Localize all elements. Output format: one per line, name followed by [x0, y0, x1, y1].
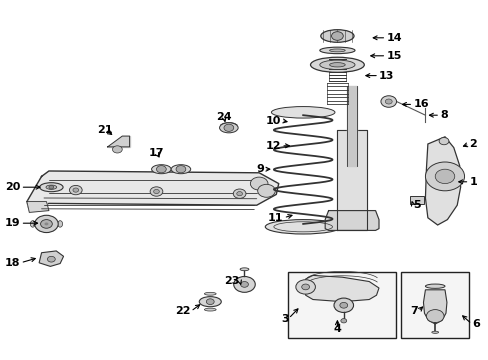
Text: 18: 18: [5, 258, 20, 268]
Polygon shape: [423, 290, 446, 324]
Circle shape: [153, 189, 159, 194]
Polygon shape: [325, 211, 378, 230]
Ellipse shape: [40, 183, 63, 192]
Ellipse shape: [58, 221, 62, 227]
Ellipse shape: [219, 123, 238, 133]
Polygon shape: [305, 275, 378, 302]
Circle shape: [340, 319, 346, 323]
Circle shape: [156, 166, 166, 173]
Text: 21: 21: [97, 125, 113, 135]
Text: 14: 14: [386, 33, 401, 43]
Text: 24: 24: [216, 112, 231, 122]
Circle shape: [44, 222, 48, 225]
Circle shape: [41, 220, 52, 228]
Polygon shape: [27, 171, 278, 211]
Text: 1: 1: [468, 177, 476, 187]
Polygon shape: [27, 202, 49, 212]
Circle shape: [333, 298, 353, 312]
Circle shape: [240, 282, 248, 287]
Polygon shape: [39, 251, 63, 266]
Circle shape: [73, 188, 79, 192]
Text: 11: 11: [267, 213, 283, 223]
Text: 10: 10: [265, 116, 281, 126]
Circle shape: [176, 166, 185, 173]
Polygon shape: [337, 130, 366, 230]
Ellipse shape: [319, 47, 354, 54]
Ellipse shape: [30, 221, 35, 227]
Circle shape: [438, 138, 448, 145]
Circle shape: [426, 310, 443, 323]
Circle shape: [47, 256, 55, 262]
Circle shape: [224, 124, 233, 131]
Text: 22: 22: [175, 306, 190, 316]
Circle shape: [49, 185, 54, 189]
Circle shape: [206, 299, 214, 305]
Text: 3: 3: [280, 314, 288, 324]
Circle shape: [331, 32, 343, 40]
Bar: [287, 272, 395, 338]
Text: 12: 12: [265, 141, 281, 151]
Circle shape: [295, 280, 315, 294]
Circle shape: [150, 187, 163, 196]
Circle shape: [112, 146, 122, 153]
Polygon shape: [346, 86, 356, 166]
Circle shape: [301, 284, 309, 290]
Ellipse shape: [151, 165, 171, 174]
Circle shape: [385, 99, 391, 104]
Text: 19: 19: [5, 218, 20, 228]
Ellipse shape: [319, 60, 354, 69]
Text: 6: 6: [471, 319, 479, 329]
Text: 17: 17: [148, 148, 164, 158]
Ellipse shape: [240, 268, 248, 271]
Ellipse shape: [204, 292, 216, 295]
Text: 15: 15: [386, 51, 401, 61]
Text: 2: 2: [468, 139, 476, 149]
Circle shape: [236, 192, 242, 196]
Ellipse shape: [425, 284, 444, 288]
Text: 4: 4: [333, 324, 341, 334]
Text: 5: 5: [412, 200, 420, 210]
Circle shape: [257, 184, 275, 197]
Ellipse shape: [199, 297, 221, 307]
Text: 16: 16: [412, 99, 428, 109]
Ellipse shape: [204, 308, 216, 311]
Text: 9: 9: [256, 164, 264, 174]
Circle shape: [35, 215, 58, 233]
Circle shape: [434, 169, 454, 184]
Ellipse shape: [329, 63, 345, 67]
Ellipse shape: [46, 185, 57, 189]
Ellipse shape: [310, 57, 364, 72]
Ellipse shape: [320, 30, 353, 42]
Text: 7: 7: [409, 306, 417, 316]
Bar: [400, 272, 468, 338]
Polygon shape: [425, 137, 460, 225]
Ellipse shape: [264, 220, 340, 234]
Ellipse shape: [329, 49, 345, 52]
Ellipse shape: [271, 107, 334, 118]
Circle shape: [69, 185, 82, 195]
Ellipse shape: [431, 331, 438, 333]
Circle shape: [250, 177, 267, 190]
Ellipse shape: [171, 165, 190, 174]
Circle shape: [233, 189, 245, 198]
Polygon shape: [409, 196, 424, 204]
Circle shape: [425, 162, 464, 191]
Text: 23: 23: [224, 276, 239, 286]
Text: 20: 20: [5, 182, 20, 192]
Polygon shape: [107, 136, 129, 147]
Circle shape: [233, 276, 255, 292]
Text: 8: 8: [439, 110, 447, 120]
Circle shape: [339, 302, 347, 308]
Text: 13: 13: [378, 71, 393, 81]
Circle shape: [380, 96, 396, 107]
